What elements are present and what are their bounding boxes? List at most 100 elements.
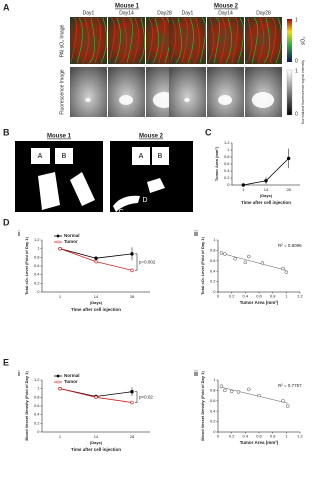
y-tick-label: 0.8 <box>34 394 40 399</box>
trend-line <box>221 253 287 271</box>
p-value: p=0.002 <box>139 259 156 264</box>
point <box>264 179 268 183</box>
x-tick-label: 0.2 <box>229 294 235 299</box>
y-tick-label: 1.2 <box>224 140 230 145</box>
y-axis-label: Total sO₂ Level (Fold of Day 1) <box>24 236 29 294</box>
vessel <box>146 17 153 64</box>
vessel <box>158 17 165 64</box>
fluorescence-image <box>108 67 145 117</box>
x-axis-label: (Days) <box>260 193 273 198</box>
y-tick-label: 1 <box>37 246 40 251</box>
vessel <box>70 17 77 64</box>
row-label: Fluorescence Image <box>59 69 65 115</box>
vessel <box>245 17 252 64</box>
point <box>58 386 62 391</box>
vessel <box>225 17 232 64</box>
region <box>152 147 169 165</box>
y-tick-label: 0.2 <box>210 279 216 284</box>
region-label: A <box>139 153 144 160</box>
colorbar <box>286 69 293 116</box>
vessel <box>126 17 133 64</box>
point <box>94 256 98 260</box>
x-tick-label: 1.2 <box>297 434 303 439</box>
vessel <box>199 17 206 64</box>
y-tick-label: 1.2 <box>34 237 40 242</box>
region-label: C <box>118 209 123 216</box>
day-label: Day14 <box>119 10 134 16</box>
y-tick-label: 0.6 <box>34 403 40 408</box>
region <box>113 195 140 212</box>
colorbar-label: sO₂ <box>300 37 306 45</box>
point <box>286 156 291 161</box>
vessel <box>82 17 89 64</box>
x-tick-label: 1 <box>242 187 245 192</box>
mouse-label: Mouse 1 <box>115 4 140 10</box>
point <box>247 254 251 259</box>
point <box>229 389 234 394</box>
y-tick-label: 0 <box>37 429 40 434</box>
vessel <box>251 17 258 64</box>
vessel <box>207 17 214 64</box>
panel-label: A <box>3 2 10 12</box>
vessel <box>193 17 200 64</box>
x-tick-label: 1 <box>59 434 62 439</box>
legend-marker <box>56 240 60 244</box>
y-axis-label: Total sO₂ Level (Fold of Day 1) <box>200 236 205 294</box>
sub-label: ii <box>194 371 198 378</box>
y-tick-label: 0.4 <box>224 168 230 173</box>
tumor-signal <box>184 98 190 102</box>
y-tick-label: 0.4 <box>34 272 40 277</box>
region-label: A <box>38 153 43 160</box>
vessel <box>100 17 107 64</box>
point <box>58 246 62 251</box>
legend-marker <box>56 380 60 384</box>
sub-label: i <box>18 231 20 238</box>
vessel <box>88 17 95 64</box>
point <box>257 393 261 398</box>
r-squared: R² = 0.7757 <box>278 383 302 388</box>
vessel <box>213 17 220 64</box>
x-tick-label: 1.2 <box>297 294 303 299</box>
vessel <box>275 17 282 64</box>
x-axis-label: Time after cell injection <box>71 307 121 312</box>
tumor-signal <box>251 92 275 108</box>
y-tick-label: 0.8 <box>210 387 216 392</box>
vessel <box>114 17 121 64</box>
x-axis-label: (Days) <box>90 300 103 305</box>
vessel <box>187 17 194 64</box>
panel-label: D <box>3 217 10 227</box>
legend-label: Normal <box>64 373 80 378</box>
y-tick-label: 0.2 <box>224 175 230 180</box>
y-tick-label: 1 <box>213 237 216 242</box>
day-label: Day1 <box>83 10 95 16</box>
region <box>147 178 165 193</box>
region-label: D <box>142 197 147 204</box>
legend-marker <box>56 374 60 378</box>
x-tick-label: 0.6 <box>256 434 262 439</box>
region <box>38 172 60 210</box>
fluorescence-image <box>207 67 244 117</box>
region <box>70 172 95 206</box>
legend-marker <box>56 234 60 238</box>
point <box>130 252 134 256</box>
y-tick-label: 0.6 <box>34 263 40 268</box>
region-label: D <box>67 197 72 204</box>
fluorescence-image <box>169 67 206 117</box>
x-tick-label: 0.8 <box>270 294 276 299</box>
y-tick-label: 0.2 <box>34 280 40 285</box>
y-axis-label: Blood Vessel Density (Fold of Day 1) <box>24 371 29 441</box>
y-tick-label: 0.4 <box>210 268 216 273</box>
colorbar-max: 1 <box>295 17 298 23</box>
legend-label: Tumor <box>64 379 78 384</box>
x-axis-label: Tumor Area (mm²) <box>240 300 279 305</box>
point <box>281 266 285 271</box>
vessel <box>181 17 188 64</box>
pai-image <box>207 17 244 64</box>
region <box>31 148 50 164</box>
y-tick-label: 0 <box>227 182 230 187</box>
r-squared: R² = 0.8096 <box>278 243 302 248</box>
x-axis-label: Time after cell injection <box>71 447 121 452</box>
x-tick-label: 14 <box>94 294 99 299</box>
x-tick-label: 14 <box>94 434 99 439</box>
